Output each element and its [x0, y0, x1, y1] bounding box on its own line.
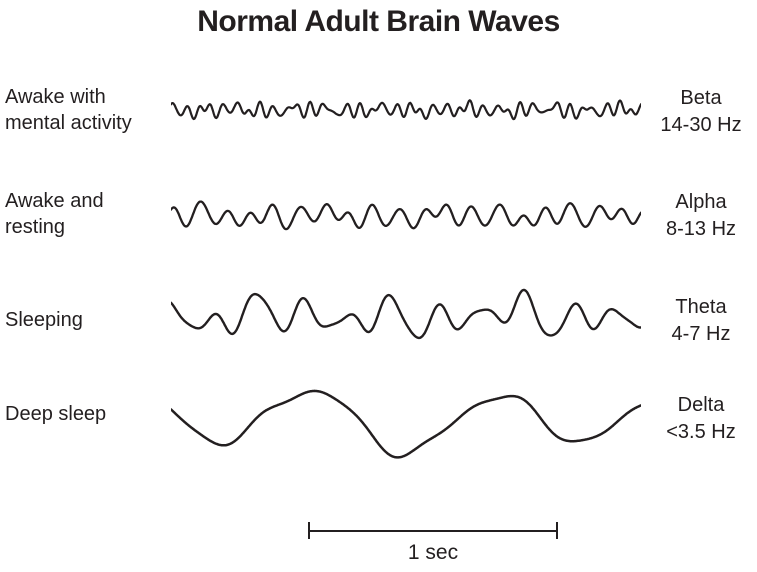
beta-waveform: [171, 99, 641, 121]
state-label-line2: mental activity: [5, 112, 132, 134]
state-label-line1: Awake with: [5, 86, 106, 108]
scale-bar-label: 1 sec: [407, 541, 459, 564]
scale-bar-tick-right: [556, 522, 558, 539]
wave-info-alpha: Alpha 8-13 Hz: [648, 189, 754, 243]
wave-name-label: Delta: [677, 394, 725, 416]
scale-bar: [308, 522, 558, 539]
wave-name-label: Theta: [675, 296, 727, 318]
state-label-beta: Awake with mental activity: [5, 84, 170, 136]
scale-bar-line: [308, 530, 558, 532]
theta-waveform: [171, 288, 641, 340]
delta-waveform: [171, 389, 641, 459]
page-title: Normal Adult Brain Waves: [197, 5, 560, 38]
state-label-theta: Sleeping: [5, 307, 170, 333]
state-label-alpha: Awake and resting: [5, 188, 170, 240]
state-label-delta: Deep sleep: [5, 401, 170, 427]
wave-name-label: Beta: [680, 87, 722, 109]
state-label-line1: Sleeping: [5, 309, 83, 331]
state-label-line2: resting: [5, 216, 66, 238]
wave-frequency-label: 4-7 Hz: [671, 323, 731, 345]
state-label-line1: Deep sleep: [5, 403, 107, 425]
wave-frequency-label: 8-13 Hz: [665, 218, 737, 240]
wave-name-label: Alpha: [675, 191, 727, 213]
alpha-waveform: [171, 200, 641, 231]
wave-info-delta: Delta <3.5 Hz: [648, 392, 754, 446]
wave-frequency-label: <3.5 Hz: [666, 421, 736, 443]
wave-info-beta: Beta 14-30 Hz: [648, 85, 754, 139]
wave-frequency-label: 14-30 Hz: [660, 114, 742, 136]
wave-info-theta: Theta 4-7 Hz: [648, 294, 754, 348]
state-label-line1: Awake and: [5, 190, 104, 212]
